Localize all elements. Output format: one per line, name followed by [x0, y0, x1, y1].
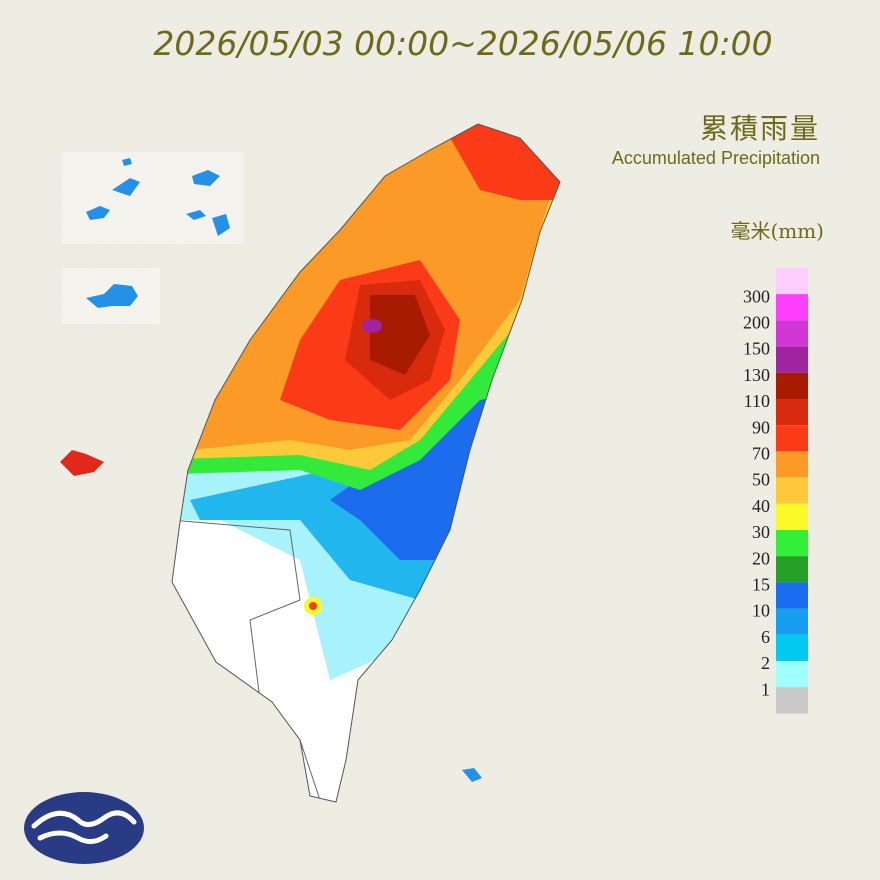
legend-label: 2 — [761, 653, 770, 673]
legend-label: 30 — [752, 522, 770, 542]
insets — [60, 152, 482, 782]
legend-swatch — [776, 268, 808, 295]
legend-label: 130 — [743, 365, 770, 385]
legend-swatch — [776, 294, 808, 321]
legend-swatch — [776, 503, 808, 530]
legend-label: 50 — [752, 470, 770, 490]
logo — [24, 792, 144, 864]
legend-swatch — [776, 451, 808, 478]
legend-swatch — [776, 399, 808, 426]
legend-swatch — [776, 687, 808, 714]
name-en: Accumulated Precipitation — [612, 148, 820, 168]
coastline — [171, 123, 561, 803]
unit: 毫米(mm) — [730, 219, 824, 243]
legend-swatch — [776, 320, 808, 347]
legend-swatch — [776, 556, 808, 583]
legend-swatch — [776, 346, 808, 373]
legend-label: 15 — [752, 575, 770, 595]
title: 2026/05/03 00:00~2026/05/06 10:00 — [153, 24, 772, 63]
legend-label: 110 — [744, 391, 770, 411]
legend-swatch — [776, 661, 808, 688]
legend-label: 200 — [743, 313, 770, 333]
legend-swatch — [776, 530, 808, 557]
legend-label: 90 — [752, 417, 770, 437]
legend-label: 300 — [743, 286, 770, 306]
name-zh: 累積雨量 — [700, 112, 820, 145]
legend-label: 20 — [752, 548, 770, 568]
legend-swatch — [776, 372, 808, 399]
legend-label: 1 — [761, 679, 770, 699]
legend-swatch — [776, 582, 808, 609]
legend-label: 40 — [752, 496, 770, 516]
legend-label: 150 — [743, 339, 770, 359]
legend: 300 200 150 130 110 90 70 50 40 30 20 15 10 6 2 1 — [743, 268, 808, 714]
legend-swatch — [776, 477, 808, 504]
legend-swatch — [776, 608, 808, 635]
legend-label: 70 — [752, 444, 770, 464]
legend-swatch — [776, 425, 808, 452]
legend-label: 6 — [761, 627, 770, 647]
legend-swatch — [776, 634, 808, 661]
legend-label: 10 — [752, 601, 770, 621]
